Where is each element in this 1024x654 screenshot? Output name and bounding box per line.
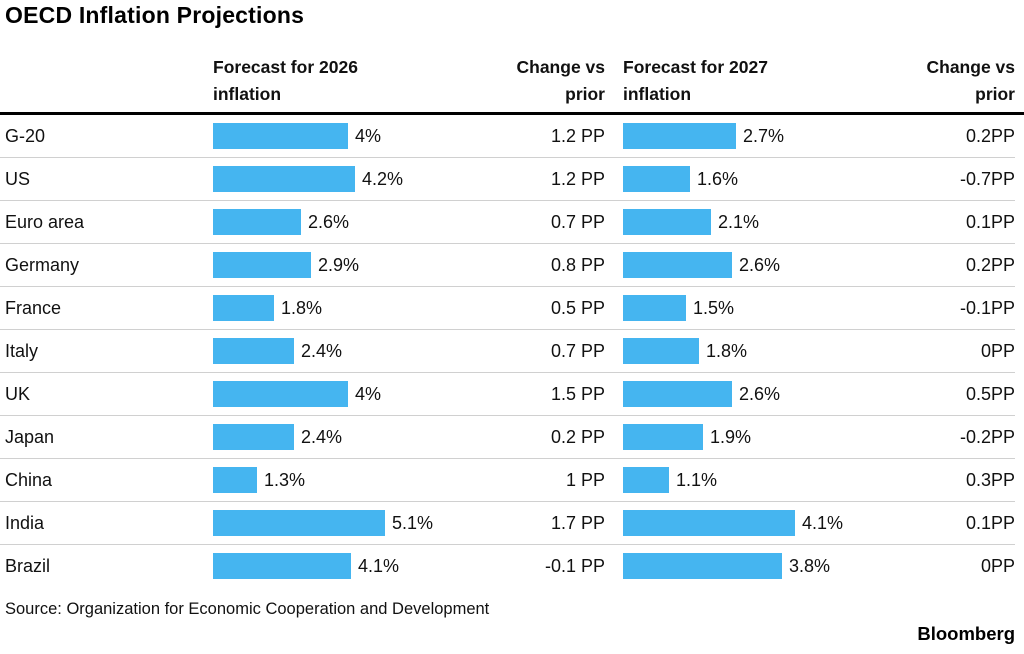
value-2026: 2.9% xyxy=(318,254,360,275)
country-label: Japan xyxy=(5,426,55,447)
country-label: France xyxy=(5,297,62,318)
table-row-italy: Italy 2.4% 0.7 PP 1.8% 0PP xyxy=(0,330,1015,373)
bar-2027 xyxy=(623,123,736,149)
bar-2027 xyxy=(623,209,711,235)
bar-2027 xyxy=(623,166,690,192)
value-2027: 4.1% xyxy=(802,512,844,533)
table-row-us: US 4.2% 1.2 PP 1.6% -0.7PP xyxy=(0,158,1015,201)
change-2026: 0.8 PP xyxy=(550,254,605,275)
change-2027: 0.5PP xyxy=(965,383,1015,404)
table-row-g20: G-20 4% 1.2 PP 2.7% 0.2PP xyxy=(0,115,1015,158)
table-row-brazil: Brazil 4.1% -0.1 PP 3.8% 0PP xyxy=(0,545,1015,587)
page-title: OECD Inflation Projections xyxy=(5,2,305,28)
value-2026: 1.3% xyxy=(264,469,306,490)
value-2026: 4.1% xyxy=(358,555,400,576)
change-2027: -0.1PP xyxy=(959,297,1015,318)
bar-2026 xyxy=(213,381,348,407)
header-forecast-2026: Forecast for 2026 inflation xyxy=(213,57,358,104)
table-row-china: China 1.3% 1 PP 1.1% 0.3PP xyxy=(0,459,1015,502)
change-2027: 0.1PP xyxy=(965,512,1015,533)
bar-2026 xyxy=(213,252,311,278)
header-change-2026: Change vs prior xyxy=(516,57,606,104)
change-2026: -0.1 PP xyxy=(544,555,605,576)
table-row-japan: Japan 2.4% 0.2 PP 1.9% -0.2PP xyxy=(0,416,1015,459)
country-label: Brazil xyxy=(5,555,51,576)
country-label: China xyxy=(5,469,53,490)
change-2027: 0PP xyxy=(980,340,1015,361)
source-note: Source: Organization for Economic Cooper… xyxy=(5,600,490,618)
value-2026: 4% xyxy=(355,383,382,404)
bar-2027 xyxy=(623,510,795,536)
change-2026: 0.5 PP xyxy=(550,297,605,318)
bar-2027 xyxy=(623,295,686,321)
change-2026: 1.2 PP xyxy=(550,125,605,146)
data-table: G-20 4% 1.2 PP 2.7% 0.2PP US 4.2% 1.2 PP… xyxy=(0,112,1024,587)
country-label: Italy xyxy=(5,340,39,361)
change-2026: 0.2 PP xyxy=(550,426,605,447)
table-row-uk: UK 4% 1.5 PP 2.6% 0.5PP xyxy=(0,373,1015,416)
value-2026: 4% xyxy=(355,125,382,146)
change-2026: 1.5 PP xyxy=(550,383,605,404)
table-row-germany: Germany 2.9% 0.8 PP 2.6% 0.2PP xyxy=(0,244,1015,287)
table-header: Forecast for 2026 inflation Change vs pr… xyxy=(0,54,1015,108)
country-label: US xyxy=(5,168,31,189)
bar-2026 xyxy=(213,166,355,192)
value-2027: 3.8% xyxy=(789,555,831,576)
value-2026: 2.4% xyxy=(301,426,343,447)
bar-2026 xyxy=(213,424,294,450)
value-2027: 1.6% xyxy=(697,168,739,189)
change-2027: 0.3PP xyxy=(965,469,1015,490)
bar-2026 xyxy=(213,510,385,536)
change-2027: 0.2PP xyxy=(965,125,1015,146)
bar-2027 xyxy=(623,381,732,407)
value-2027: 2.7% xyxy=(743,125,785,146)
change-2027: 0.2PP xyxy=(965,254,1015,275)
value-2027: 1.8% xyxy=(706,340,748,361)
bar-2026 xyxy=(213,553,351,579)
value-2026: 1.8% xyxy=(281,297,323,318)
change-2027: 0.1PP xyxy=(965,211,1015,232)
value-2027: 2.1% xyxy=(718,211,760,232)
value-2027: 1.1% xyxy=(676,469,718,490)
change-2026: 1 PP xyxy=(565,469,605,490)
change-2027: -0.2PP xyxy=(959,426,1015,447)
change-2026: 1.2 PP xyxy=(550,168,605,189)
bar-2026 xyxy=(213,123,348,149)
table-row-france: France 1.8% 0.5 PP 1.5% -0.1PP xyxy=(0,287,1015,330)
bar-2026 xyxy=(213,338,294,364)
bar-2027 xyxy=(623,252,732,278)
change-2027: -0.7PP xyxy=(959,168,1015,189)
bar-2027 xyxy=(623,424,703,450)
change-2026: 0.7 PP xyxy=(550,340,605,361)
value-2027: 1.5% xyxy=(693,297,735,318)
value-2027: 1.9% xyxy=(710,426,752,447)
bar-2026 xyxy=(213,209,301,235)
value-2027: 2.6% xyxy=(739,254,781,275)
change-2026: 0.7 PP xyxy=(550,211,605,232)
country-label: India xyxy=(5,512,45,533)
change-2026: 1.7 PP xyxy=(550,512,605,533)
value-2026: 2.4% xyxy=(301,340,343,361)
bar-2026 xyxy=(213,467,257,493)
value-2026: 5.1% xyxy=(392,512,434,533)
country-label: Germany xyxy=(5,254,80,275)
table-row-india: India 5.1% 1.7 PP 4.1% 0.1PP xyxy=(0,502,1015,545)
bar-2027 xyxy=(623,338,699,364)
value-2027: 2.6% xyxy=(739,383,781,404)
value-2026: 2.6% xyxy=(308,211,350,232)
value-2026: 4.2% xyxy=(362,168,404,189)
country-label: G-20 xyxy=(5,125,46,146)
bloomberg-logo: Bloomberg xyxy=(917,623,1015,644)
header-forecast-2027: Forecast for 2027 inflation xyxy=(623,57,768,104)
change-2027: 0PP xyxy=(980,555,1015,576)
table-row-euro-area: Euro area 2.6% 0.7 PP 2.1% 0.1PP xyxy=(0,201,1015,244)
header-change-2027: Change vs prior xyxy=(926,57,1016,104)
country-label: Euro area xyxy=(5,211,85,232)
bar-2027 xyxy=(623,467,669,493)
bar-2027 xyxy=(623,553,782,579)
country-label: UK xyxy=(5,383,31,404)
bar-2026 xyxy=(213,295,274,321)
